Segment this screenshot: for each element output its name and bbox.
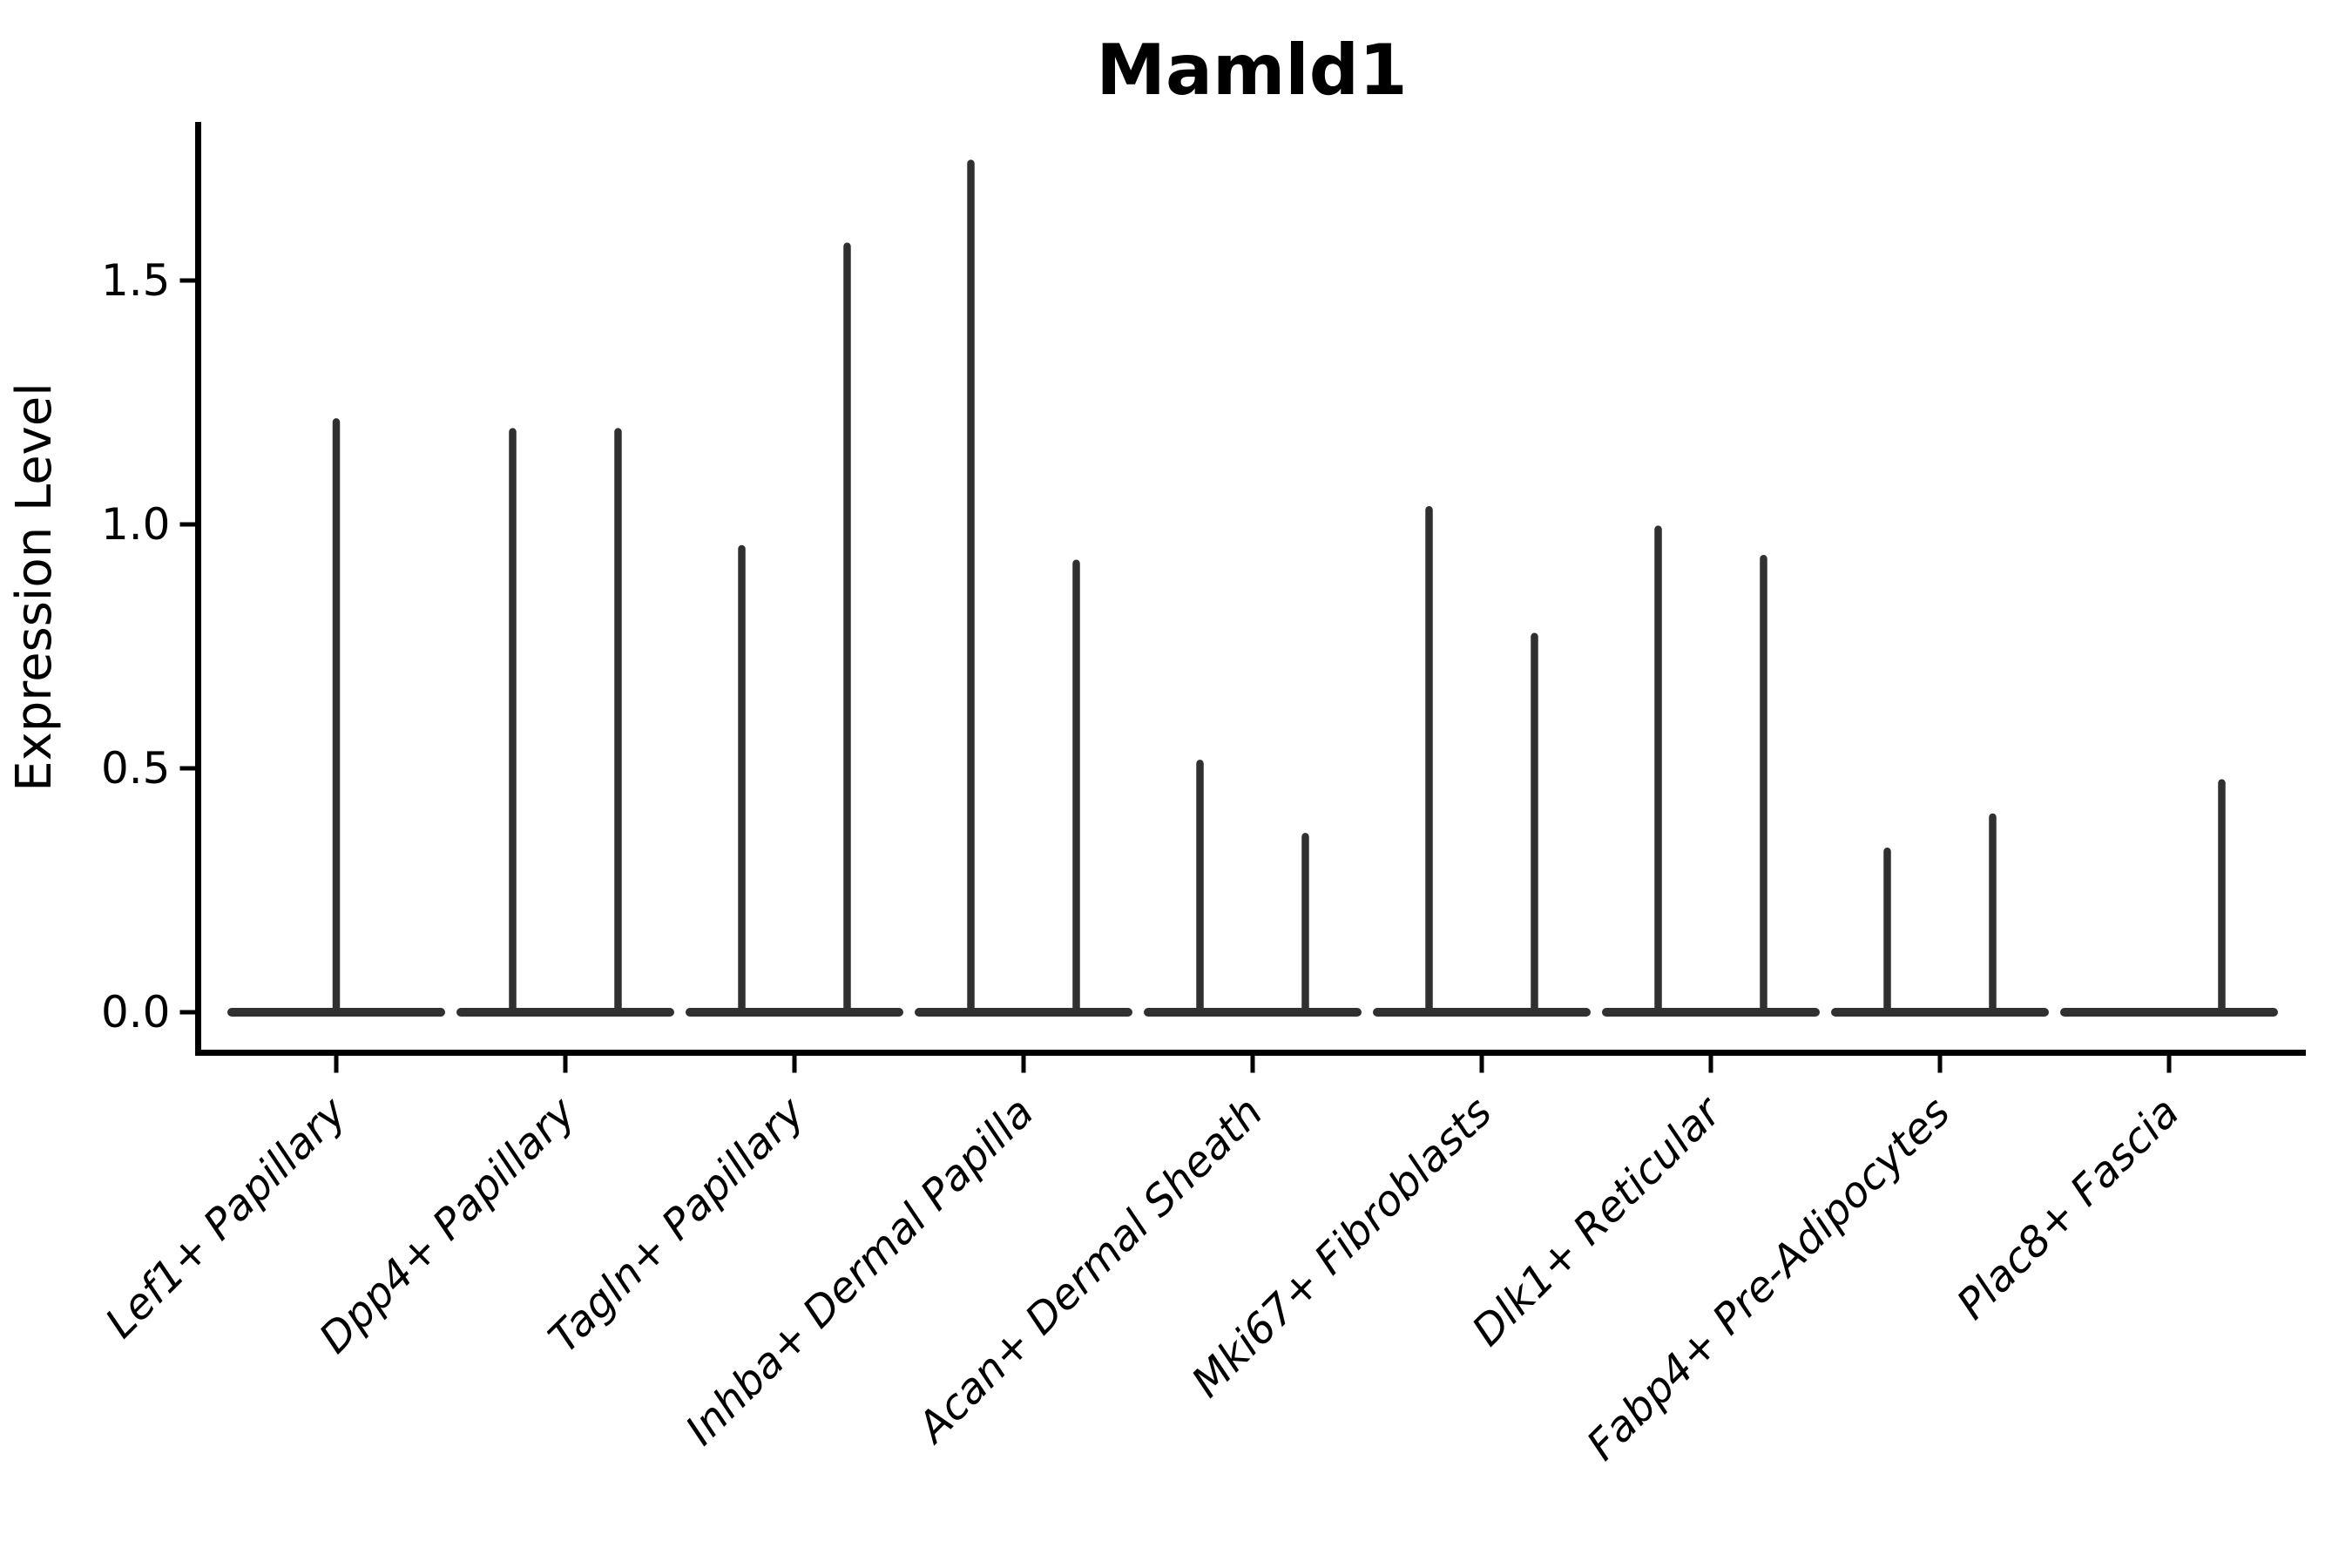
- chart-title: Mamld1: [1096, 30, 1407, 111]
- x-tick-label: Plac8+ Fascia: [1948, 1088, 2189, 1329]
- x-tick-label: Tagln+ Papillary: [539, 1087, 814, 1362]
- x-tick-label: Fabp4+ Pre-Adipocytes: [1578, 1088, 1960, 1470]
- y-axis-ticks: 0.0 0.5 1.0 1.5: [101, 255, 199, 1037]
- y-axis-label: Expression Level: [6, 382, 63, 792]
- y-tick-label: 0.5: [101, 743, 171, 794]
- violins: [227, 159, 2278, 1017]
- y-tick-label: 1.0: [101, 499, 171, 550]
- x-tick-label: Dlk1+ Reticular: [1463, 1086, 1733, 1356]
- x-tick-label: Lef1+ Papillary: [96, 1087, 356, 1348]
- y-tick-label: 0.0: [101, 987, 171, 1037]
- y-tick-label: 1.5: [101, 255, 171, 306]
- x-tick-label: Dpp4+ Papillary: [310, 1087, 585, 1362]
